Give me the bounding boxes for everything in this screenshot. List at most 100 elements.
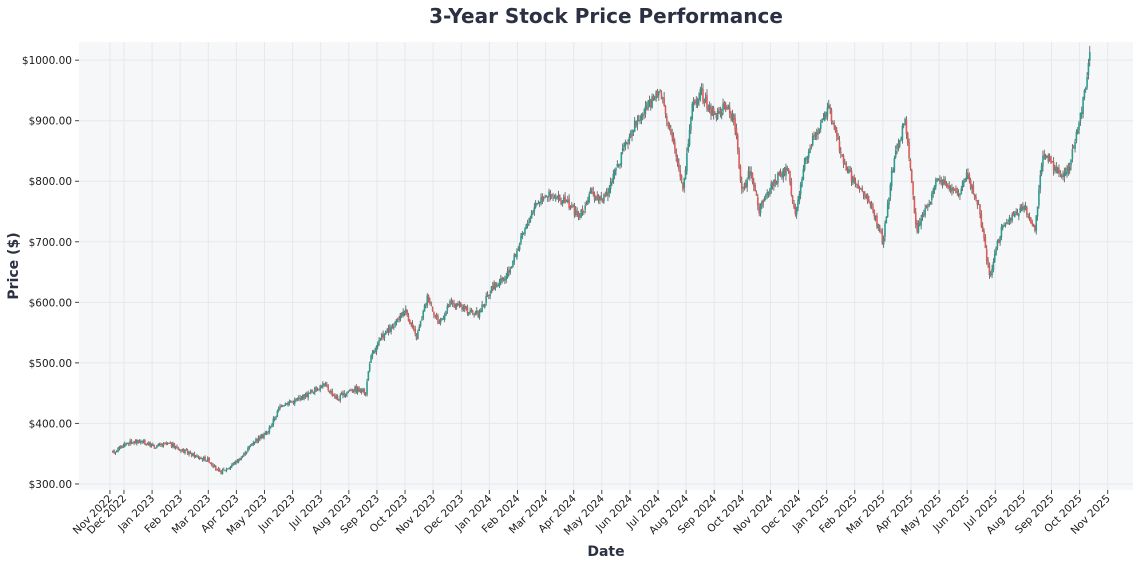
candle-body-up — [232, 463, 234, 466]
candlestick — [336, 394, 339, 401]
candlestick — [870, 200, 873, 210]
candlestick — [1039, 169, 1042, 194]
candle-body-down — [837, 137, 839, 140]
candle-body-down — [639, 119, 641, 121]
candlestick — [257, 435, 260, 443]
candlestick — [591, 187, 593, 195]
candle-body-down — [208, 457, 210, 463]
candlestick — [682, 182, 684, 192]
candle-body-up — [580, 209, 582, 218]
candlestick — [536, 202, 538, 206]
candle-body-down — [549, 192, 552, 196]
chart-title: 3-Year Stock Price Performance — [429, 4, 783, 28]
candlestick — [904, 117, 906, 126]
candlestick — [794, 203, 797, 217]
candlestick — [613, 168, 616, 180]
candlestick — [601, 198, 604, 203]
candlestick — [1027, 213, 1030, 219]
candle-body-up — [395, 319, 398, 323]
candle-body-up — [380, 334, 383, 338]
candle-body-up — [1082, 97, 1084, 115]
candle-body-down — [842, 155, 845, 164]
candlestick — [283, 404, 285, 407]
candlestick — [142, 439, 145, 444]
candlestick — [728, 102, 731, 119]
candle-body-down — [326, 384, 328, 387]
candle-body-up — [785, 166, 787, 176]
candle-body-up — [640, 114, 643, 121]
candlestick — [912, 180, 914, 200]
candlestick — [356, 386, 359, 395]
candle-body-down — [256, 438, 259, 441]
candlestick — [409, 319, 411, 325]
candle-body-down — [435, 315, 438, 317]
candlestick — [117, 447, 119, 453]
candlestick — [540, 193, 542, 206]
candle-body-up — [293, 399, 296, 404]
candlestick — [328, 390, 331, 394]
candlestick — [659, 88, 661, 93]
candlestick — [1088, 45, 1091, 67]
candlestick — [363, 388, 366, 396]
candle-body-up — [152, 444, 154, 446]
candlestick — [687, 138, 690, 153]
candlestick — [399, 312, 402, 322]
candle-body-down — [437, 315, 439, 324]
candlestick — [367, 370, 370, 381]
candlestick — [874, 215, 877, 222]
candlestick — [720, 108, 723, 120]
candle-body-down — [813, 134, 815, 138]
candle-body-down — [666, 116, 668, 121]
candle-body-up — [322, 383, 324, 387]
candle-body-down — [953, 189, 956, 191]
candle-body-up — [269, 427, 272, 429]
candlestick — [1075, 129, 1078, 144]
candle-body-up — [538, 202, 541, 204]
candlestick — [774, 174, 777, 188]
candle-body-down — [790, 181, 793, 195]
candle-body-down — [430, 305, 433, 307]
candlestick — [469, 307, 471, 315]
candlestick — [339, 393, 342, 403]
candlestick — [1032, 223, 1035, 228]
candle-body-up — [557, 195, 560, 198]
candlestick — [425, 302, 427, 309]
candle-body-down — [740, 181, 743, 189]
candlestick — [736, 132, 739, 155]
candlestick — [1020, 204, 1023, 212]
candle-body-down — [363, 389, 366, 394]
candlestick — [840, 147, 842, 159]
candle-body-up — [951, 187, 953, 192]
candlestick — [275, 415, 277, 421]
candle-body-down — [984, 237, 987, 249]
candle-body-down — [694, 100, 696, 104]
candle-body-down — [916, 223, 918, 232]
candlestick — [761, 200, 763, 210]
candle-body-up — [797, 200, 799, 209]
candle-body-up — [383, 333, 386, 338]
candlestick — [815, 128, 818, 141]
candle-body-up — [247, 448, 249, 452]
candlestick — [217, 466, 220, 472]
candle-body-up — [180, 449, 182, 451]
candle-body-down — [937, 179, 940, 181]
candlestick — [534, 200, 537, 209]
candlestick — [894, 145, 897, 159]
candle-body-up — [273, 418, 276, 420]
candlestick — [221, 468, 224, 475]
candlestick — [427, 294, 430, 303]
candle-body-up — [462, 306, 465, 310]
y-tick-label: $500.00 — [29, 358, 72, 370]
candlestick — [267, 430, 269, 435]
candle-body-up — [192, 453, 194, 456]
candle-body-up — [387, 327, 390, 332]
candle-body-up — [172, 443, 174, 448]
candle-body-up — [1084, 87, 1087, 90]
candle-body-up — [295, 399, 297, 401]
candle-body-down — [730, 113, 732, 119]
candlestick — [387, 324, 390, 336]
candlestick — [587, 196, 589, 205]
candle-body-up — [742, 187, 744, 189]
candlestick — [702, 83, 704, 105]
candlestick — [560, 197, 562, 206]
